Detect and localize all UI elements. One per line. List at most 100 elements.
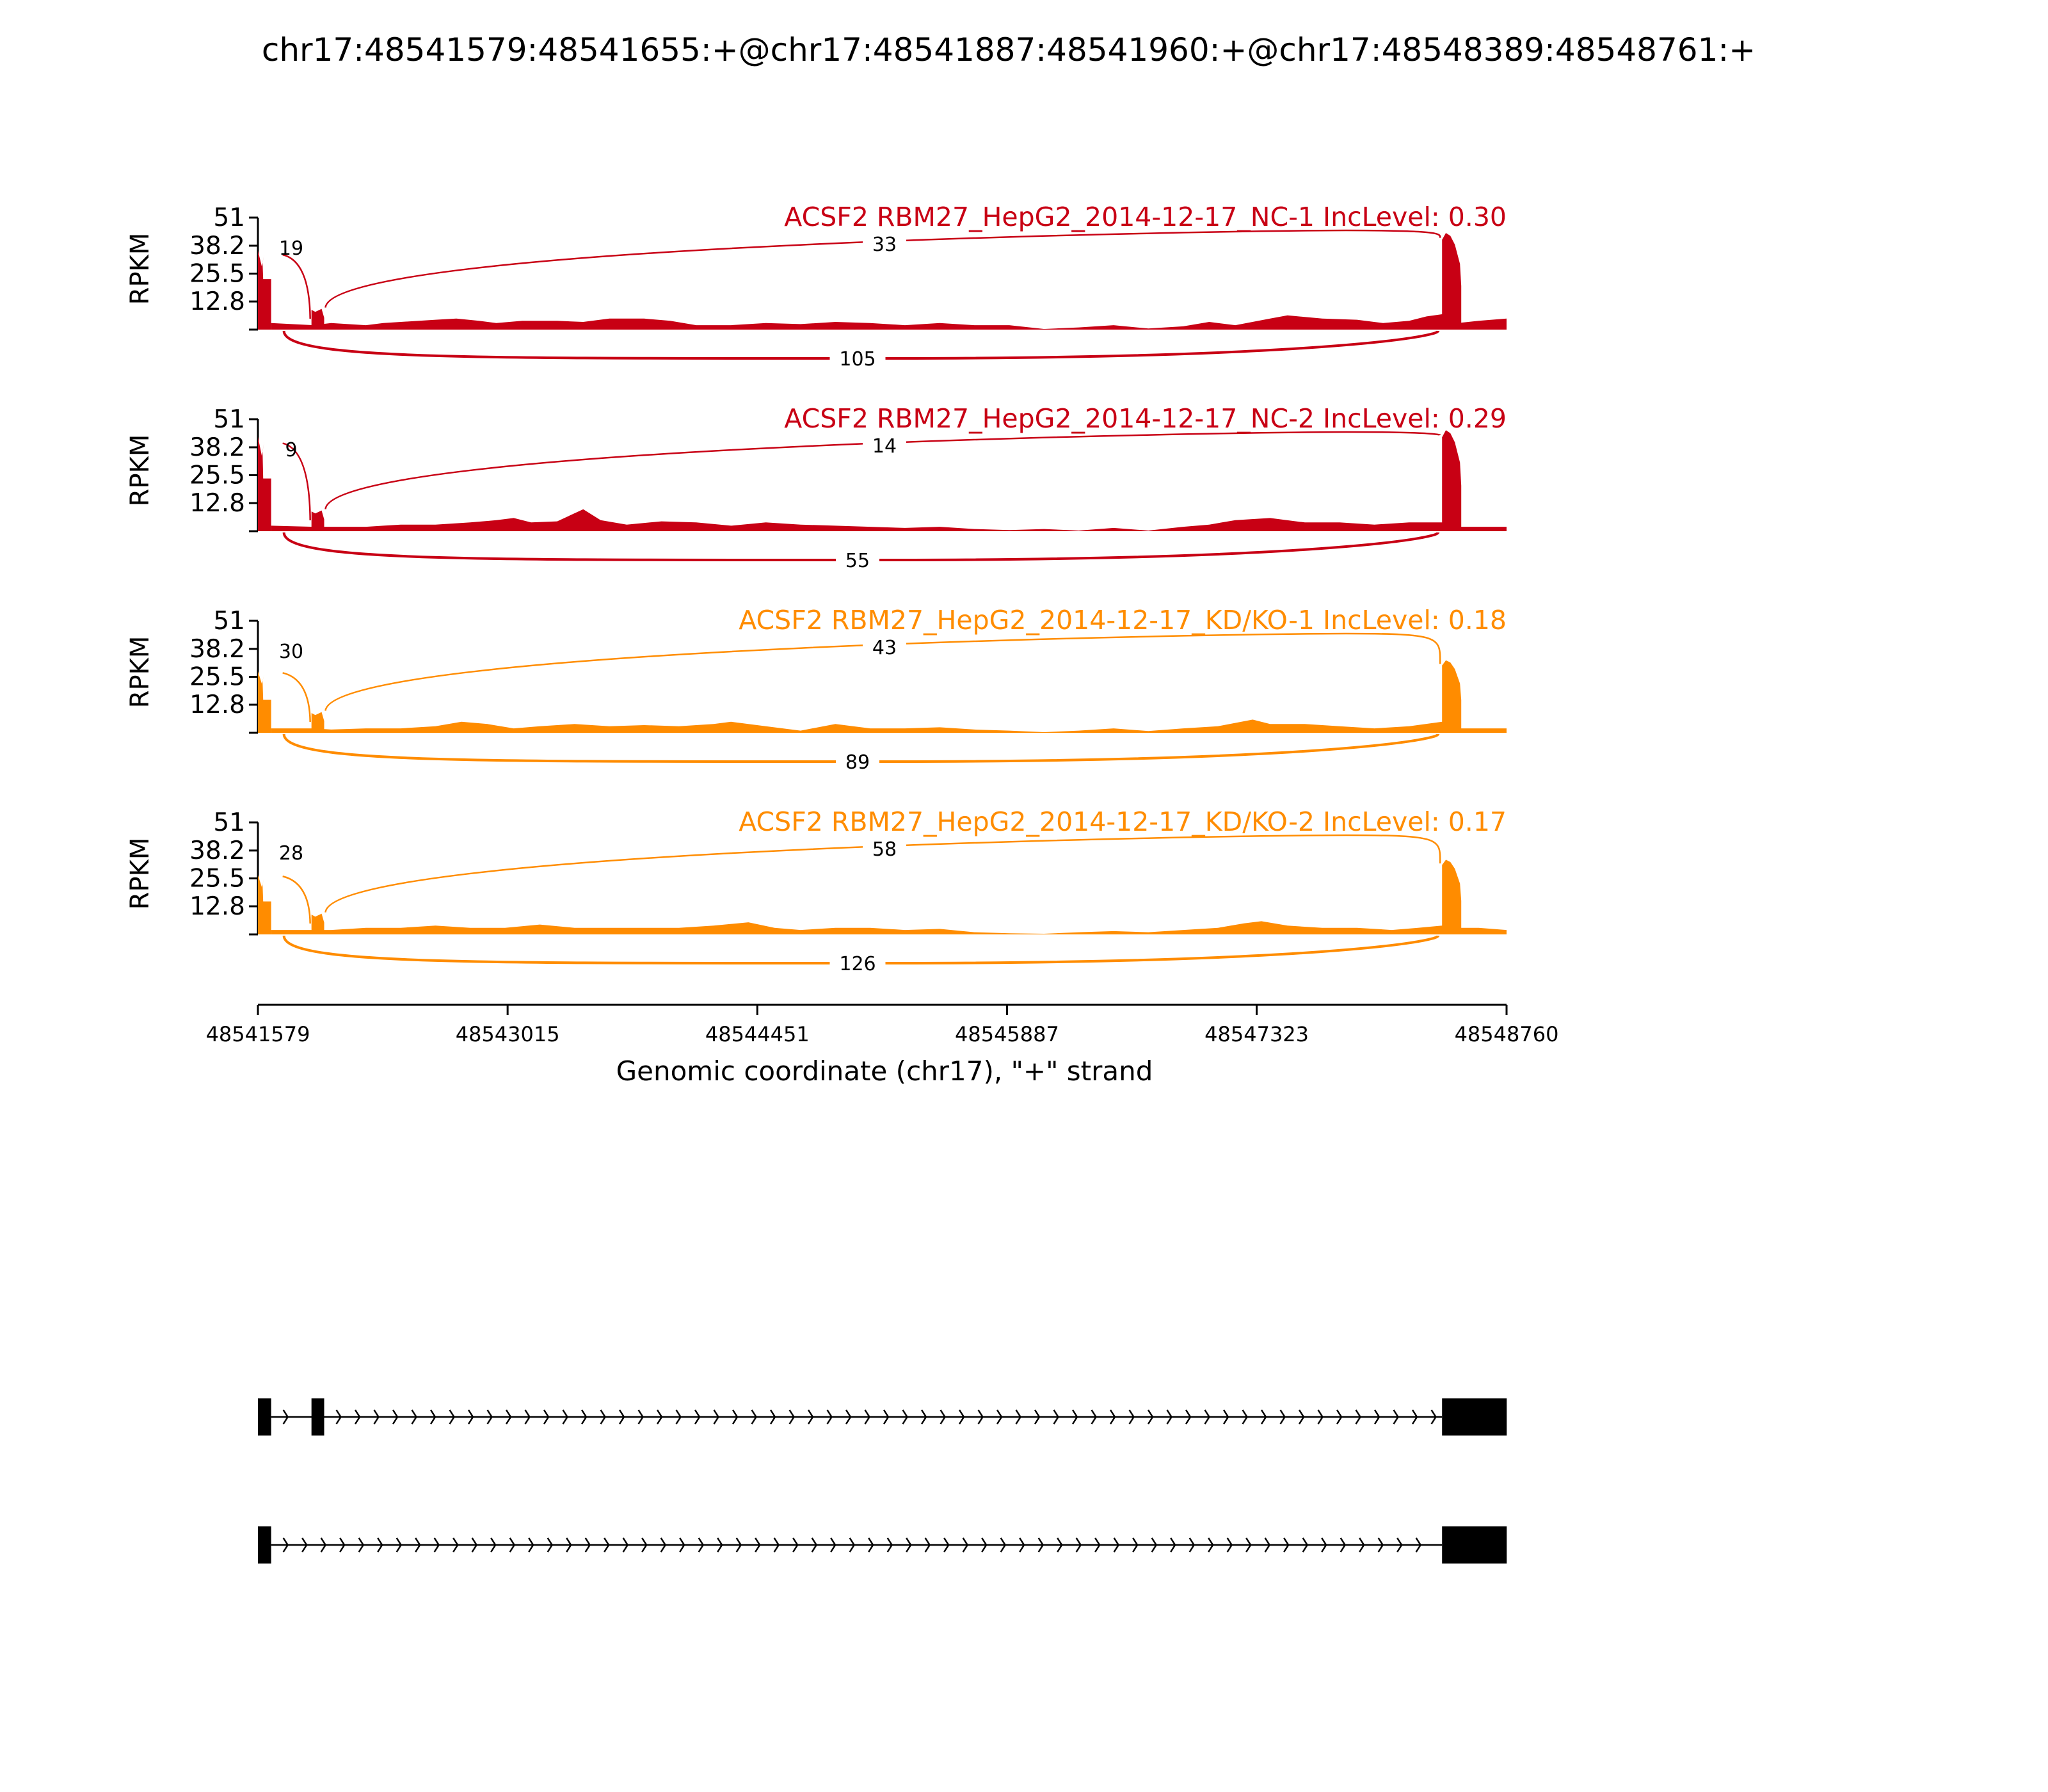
strand-chevron [1245, 1537, 1252, 1553]
strand-chevron [958, 1409, 965, 1425]
strand-chevron [1091, 1409, 1097, 1425]
strand-chevron [769, 1409, 776, 1425]
junction-label-bg [836, 550, 879, 573]
strand-chevron [641, 1537, 648, 1553]
y-axis-label: RPKM [125, 838, 155, 910]
strand-chevron [547, 1537, 554, 1553]
x-axis-label: Genomic coordinate (chr17), "+" strand [616, 1055, 1153, 1087]
y-tick-label: 25.5 [189, 260, 245, 289]
junction-label: 43 [872, 637, 897, 659]
strand-chevron [698, 1537, 705, 1553]
junction-label: 9 [285, 439, 297, 461]
coverage-track-1: 12.825.538.251 RPKM ACSF2 RBM27_HepG2_2014… [125, 202, 1507, 371]
strand-chevron [600, 1409, 606, 1425]
junction-arc [324, 632, 1441, 711]
strand-chevron [467, 1409, 474, 1425]
strand-chevron [543, 1409, 550, 1425]
junction-label-bg [863, 234, 906, 257]
strand-chevron [977, 1409, 984, 1425]
strand-chevron [486, 1409, 493, 1425]
y-tick-label: 12.8 [189, 489, 245, 518]
strand-chevron [429, 1409, 436, 1425]
isoform-2 [258, 1526, 1507, 1564]
strand-chevron [618, 1409, 625, 1425]
strand-chevron [675, 1409, 682, 1425]
y-tick-label: 12.8 [189, 691, 245, 719]
strand-chevron [735, 1537, 742, 1553]
junction-arc [282, 733, 1440, 764]
junction-arc [324, 431, 1441, 509]
exon-block [1442, 1526, 1507, 1564]
junction-label-bg [829, 348, 886, 371]
strand-chevron [1226, 1537, 1233, 1553]
strand-chevron [1204, 1409, 1210, 1425]
strand-chevron [849, 1537, 856, 1553]
strand-chevron [1298, 1409, 1305, 1425]
strand-chevron [1000, 1537, 1007, 1553]
strand-chevron [637, 1409, 644, 1425]
exon-block [1442, 1398, 1507, 1436]
coverage-area [271, 509, 1507, 531]
strand-chevron [622, 1537, 629, 1553]
exon2-coverage [311, 913, 324, 934]
exon3-coverage [1442, 660, 1462, 733]
strand-chevron [845, 1409, 852, 1425]
strand-chevron [1071, 1409, 1078, 1425]
strand-chevron [1242, 1409, 1248, 1425]
junction-label-bg [836, 751, 879, 774]
strand-chevron [1147, 1409, 1154, 1425]
junction-arc [282, 442, 311, 521]
strand-chevron [751, 1409, 757, 1425]
strand-chevron [792, 1537, 799, 1553]
strand-chevron [920, 1409, 927, 1425]
x-tick-label: 48543015 [456, 1022, 560, 1046]
junction-label: 126 [839, 953, 876, 975]
exon1-coverage [258, 671, 271, 733]
strand-chevron [962, 1537, 969, 1553]
strand-chevron [826, 1409, 833, 1425]
strand-chevron [773, 1537, 780, 1553]
y-axis-label: RPKM [125, 233, 155, 305]
exon3-coverage [1442, 430, 1462, 531]
strand-chevron [1109, 1409, 1116, 1425]
strand-chevron [1373, 1409, 1380, 1425]
strand-chevron [788, 1409, 795, 1425]
strand-chevron [656, 1409, 663, 1425]
strand-chevron [981, 1537, 988, 1553]
exon1-coverage [258, 436, 271, 531]
strand-chevron [1283, 1537, 1290, 1553]
strand-chevron [807, 1409, 814, 1425]
strand-chevron [562, 1409, 568, 1425]
strand-chevron [1411, 1409, 1418, 1425]
strand-chevron [452, 1537, 459, 1553]
y-tick-label: 38.2 [189, 836, 245, 865]
strand-chevron [717, 1537, 723, 1553]
strand-chevron [373, 1409, 380, 1425]
strand-chevron [902, 1409, 908, 1425]
y-tick-label: 38.2 [189, 232, 245, 260]
strand-chevron [490, 1537, 497, 1553]
strand-chevron [694, 1409, 701, 1425]
strand-chevron [1057, 1537, 1063, 1553]
y-axis-label: RPKM [125, 435, 155, 507]
strand-chevron [1336, 1409, 1343, 1425]
strand-chevron [415, 1537, 421, 1553]
x-tick-label: 48548760 [1455, 1022, 1559, 1046]
strand-chevron [1317, 1409, 1324, 1425]
strand-chevron [377, 1537, 383, 1553]
strand-chevron [1396, 1537, 1403, 1553]
strand-chevron [449, 1409, 455, 1425]
strand-chevron [471, 1537, 478, 1553]
strand-chevron [301, 1537, 308, 1553]
y-tick-label: 12.8 [189, 287, 245, 316]
junction-label: 55 [845, 550, 870, 572]
exon3-coverage [1442, 233, 1462, 330]
strand-chevron [1151, 1537, 1158, 1553]
y-tick-label: 25.5 [189, 865, 245, 893]
junction-label-bg [863, 838, 906, 861]
strand-chevron [906, 1537, 912, 1553]
junction-label: 14 [872, 435, 897, 458]
strand-chevron [755, 1537, 761, 1553]
